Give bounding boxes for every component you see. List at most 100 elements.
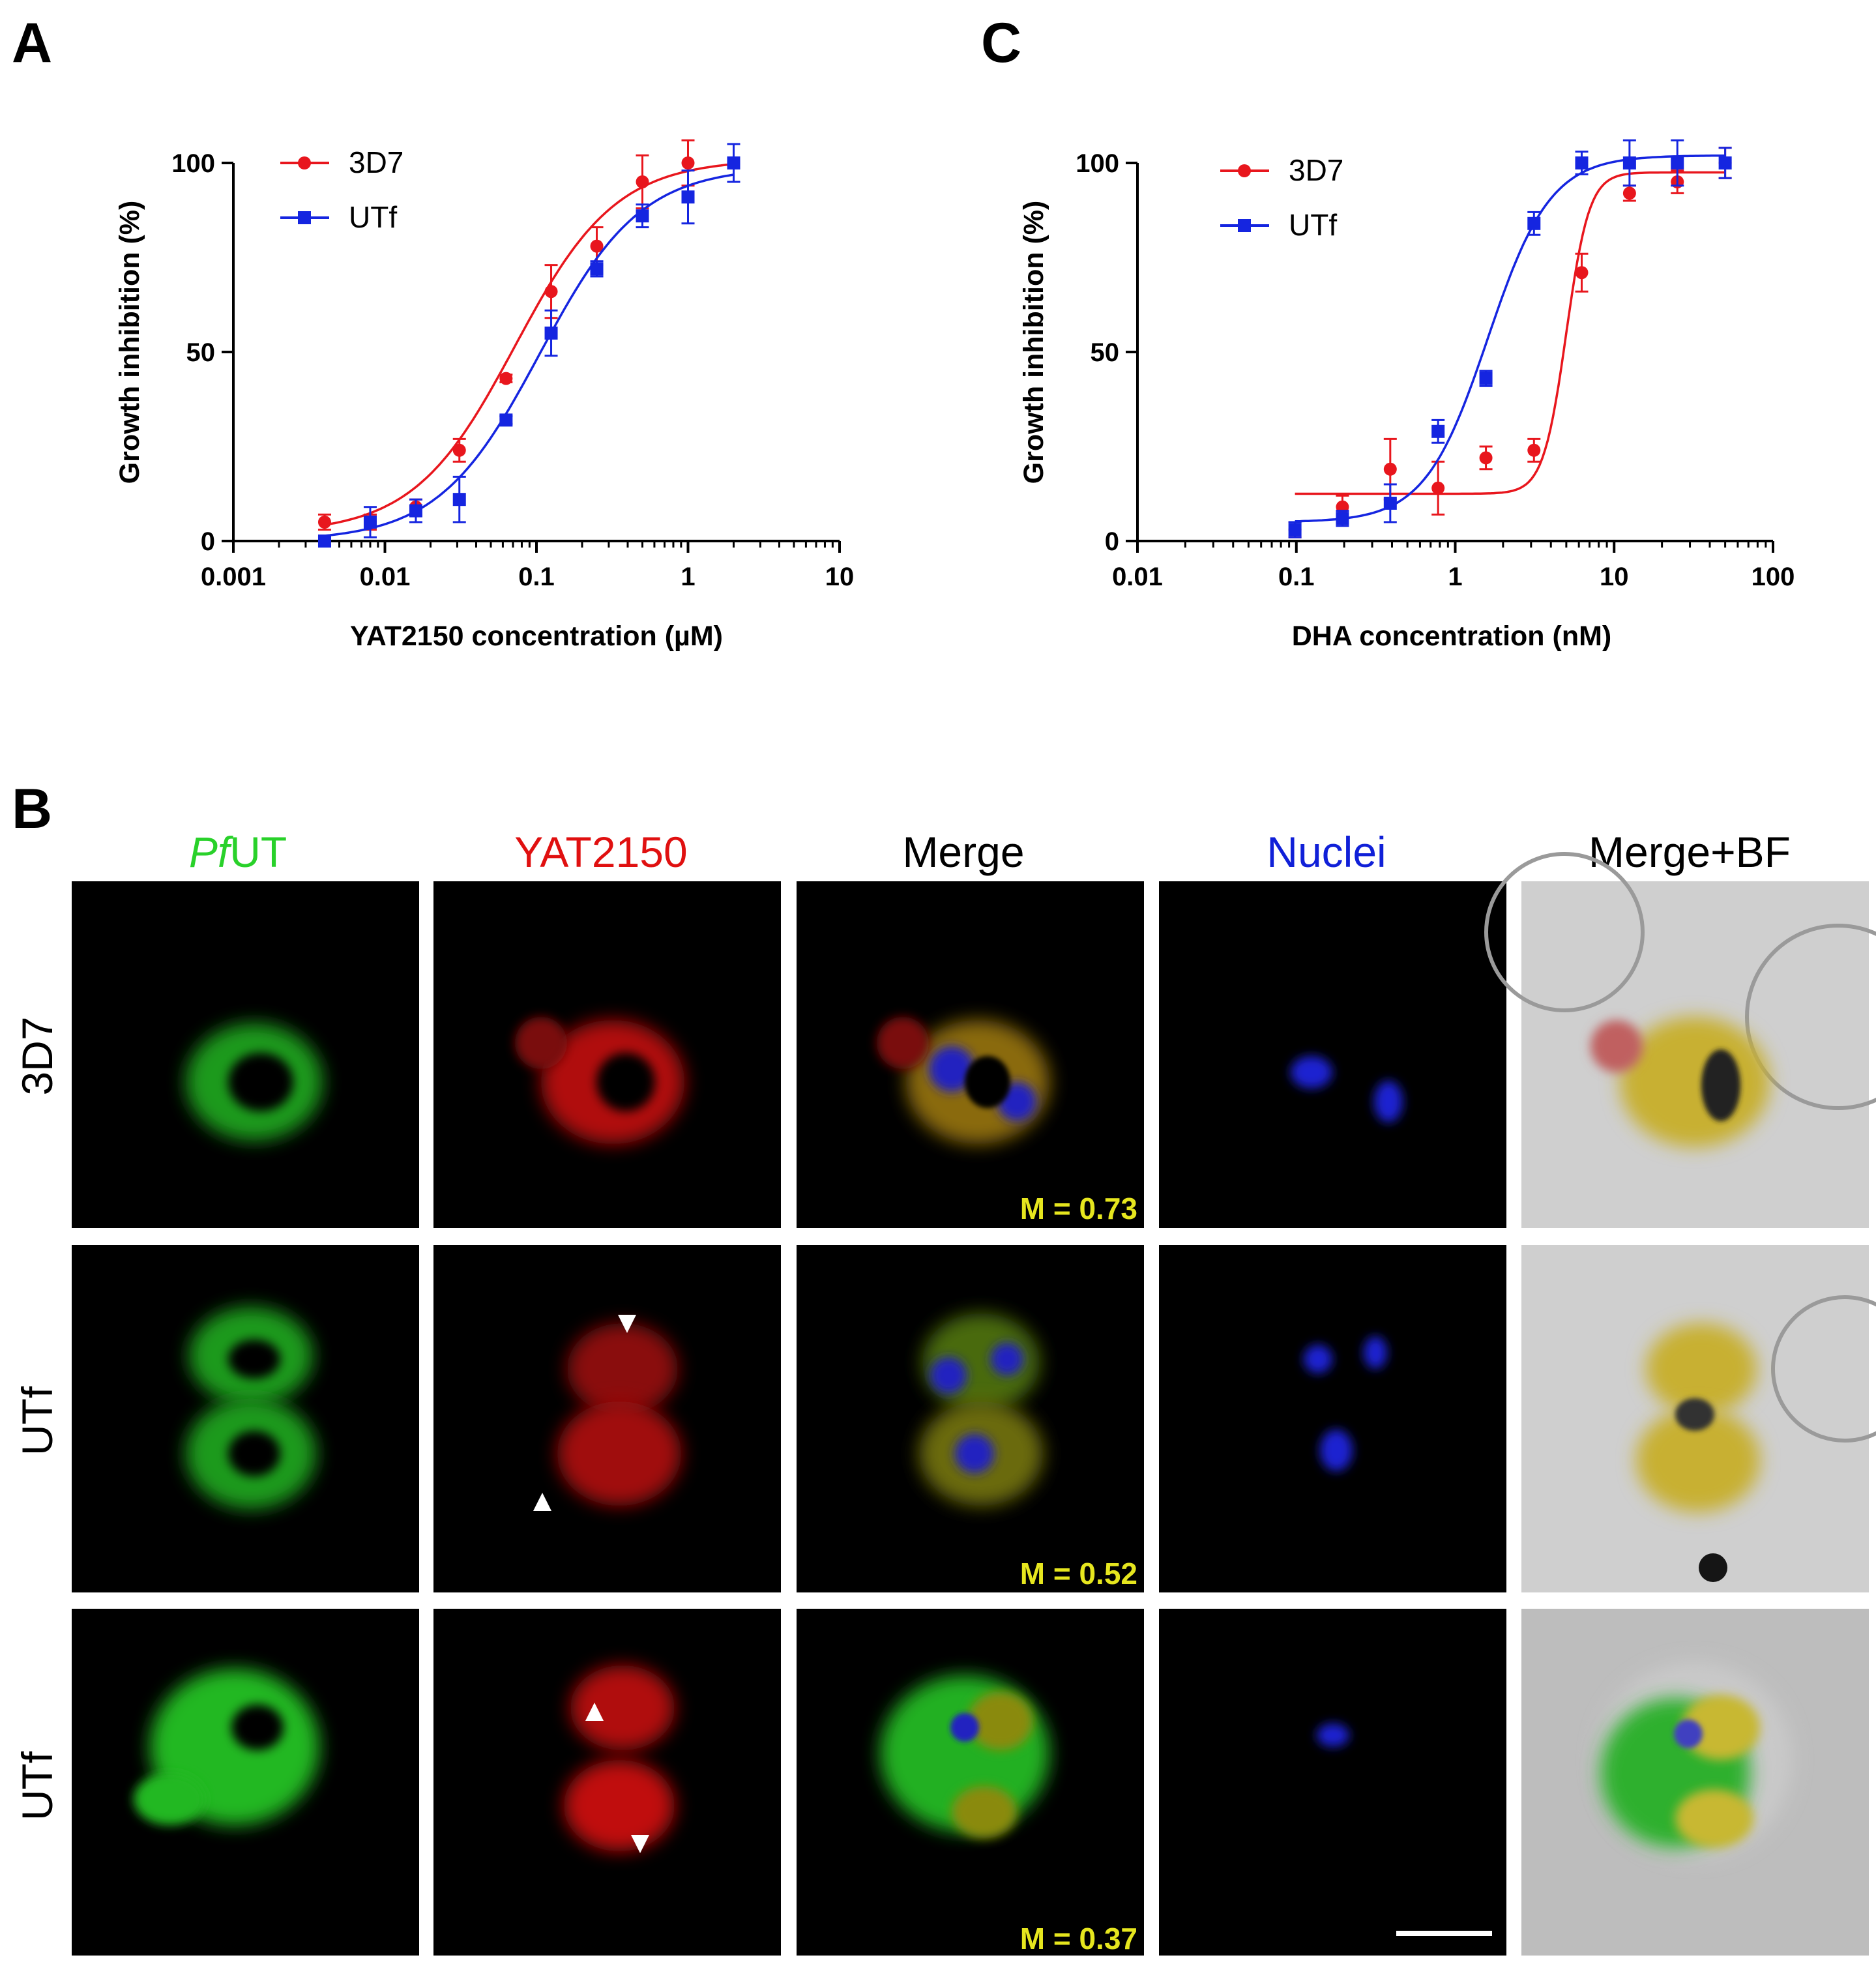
chart-a-point-utf (499, 413, 513, 427)
manders-row1: M = 0.73 (1020, 1192, 1137, 1225)
scale-bar (1396, 1931, 1492, 1936)
chart-c-legend-label-utf: UTf (1289, 208, 1337, 242)
col-header-yat2150: YAT2150 (514, 828, 687, 876)
chart-c-fit-3d7 (1295, 171, 1725, 495)
chart-a-point-utf (544, 327, 558, 340)
image-row3-yat2150 (433, 1609, 781, 1956)
chart-a-y-tick-label: 50 (186, 338, 216, 367)
bf-pigment (1699, 1553, 1727, 1582)
chart-a-y-tick-label: 100 (171, 149, 215, 178)
chart-a-legend-marker-utf (298, 211, 311, 224)
chart-a-xlabel: YAT2150 concentration (µM) (350, 621, 723, 652)
chart-a-point-3d7 (544, 285, 558, 299)
chart-a-x-tick-label: 10 (825, 563, 855, 591)
chart-c-y-tick-label: 100 (1076, 149, 1119, 178)
chart-a-x-tick-label: 1 (681, 563, 695, 591)
chart-a-point-utf (452, 493, 466, 506)
chart-c-point-utf (1288, 523, 1302, 536)
chart-a-x-tick-label: 0.1 (518, 563, 555, 591)
chart-c-point-3d7 (1575, 266, 1589, 280)
chart-c-x-tick-label: 1 (1448, 563, 1462, 591)
chart-a-fit-utf (324, 173, 734, 537)
chart-c-legend-marker-3d7 (1238, 164, 1251, 177)
chart-a-point-utf (590, 262, 604, 276)
panel-label-a: A (12, 12, 52, 74)
arrowhead-3 (585, 1703, 604, 1721)
row-label-1: 3D7 (13, 1016, 61, 1095)
image-row3-nuclei (1159, 1609, 1506, 1956)
image-row1-nuclei (1159, 881, 1506, 1228)
col-header-pfut-label: UT (229, 828, 287, 876)
chart-c-x-tick-label: 10 (1600, 563, 1629, 591)
image-row1-pfut (72, 881, 419, 1228)
chart-a: Growth inhibition (%) YAT2150 concentrat… (114, 139, 855, 652)
chart-a-point-3d7 (590, 239, 604, 253)
chart-c-point-utf (1671, 156, 1684, 169)
chart-a-x-tick-label: 0.001 (201, 563, 266, 591)
chart-c-x-tick-label: 100 (1751, 563, 1795, 591)
arrowhead-2 (533, 1493, 551, 1511)
col-header-merge-bf: Merge+BF (1589, 828, 1791, 876)
chart-c-fit-utf (1295, 154, 1725, 523)
chart-c-point-utf (1622, 156, 1636, 169)
chart-a-point-3d7 (499, 372, 513, 385)
chart-a-legend-label-utf: UTf (349, 200, 397, 234)
image-row2-pfut (72, 1245, 419, 1592)
chart-a-point-utf (727, 156, 740, 169)
image-row2-merge (797, 1245, 1144, 1592)
chart-a-ylabel: Growth inhibition (%) (114, 201, 145, 484)
image-row1-merge-bf (1484, 852, 1876, 1228)
col-header-merge: Merge (902, 828, 1024, 876)
image-row3-pfut (72, 1609, 419, 1956)
chart-c-legend-label-3d7: 3D7 (1289, 153, 1343, 187)
chart-a-point-3d7 (452, 443, 466, 457)
chart-a-legend-label-3d7: 3D7 (349, 145, 403, 179)
chart-a-legend-marker-3d7 (298, 156, 311, 169)
chart-a-point-3d7 (636, 175, 649, 188)
chart-c-point-utf (1479, 372, 1493, 385)
chart-a-point-utf (317, 535, 331, 548)
arrowhead-1 (618, 1315, 636, 1333)
chart-a-y-tick-label: 0 (201, 527, 215, 556)
chart-c-point-utf (1527, 216, 1541, 230)
col-header-pfut: PfUT (189, 828, 287, 876)
image-row1-yat2150 (433, 881, 781, 1228)
chart-c-x-tick-label: 0.1 (1278, 563, 1315, 591)
manders-row2: M = 0.52 (1020, 1557, 1137, 1590)
col-header-pfut-prefix: Pf (189, 828, 234, 876)
chart-c-point-3d7 (1622, 186, 1636, 200)
chart-c-point-utf (1431, 424, 1445, 438)
image-row3-merge-bf (1521, 1609, 1869, 1956)
micrograph-panel: PfUT YAT2150 Merge Nuclei Merge+BF 3D7 U… (13, 828, 1876, 1956)
chart-a-x-tick-label: 0.01 (360, 563, 411, 591)
image-row2-nuclei (1159, 1245, 1506, 1592)
panel-label-b: B (12, 778, 52, 840)
chart-a-point-utf (681, 190, 695, 204)
chart-c-point-3d7 (1527, 443, 1541, 457)
chart-a-fit-3d7 (324, 162, 734, 527)
chart-c-point-3d7 (1383, 462, 1397, 476)
manders-row3: M = 0.37 (1020, 1922, 1137, 1956)
chart-c-point-utf (1336, 512, 1349, 525)
chart-c-x-tick-label: 0.01 (1112, 563, 1163, 591)
chart-a-point-utf (636, 209, 649, 223)
chart-a-point-3d7 (681, 156, 695, 169)
col-header-nuclei: Nuclei (1267, 828, 1386, 876)
image-row1-merge (797, 881, 1144, 1228)
chart-c: Growth inhibition (%) DHA concentration … (1018, 139, 1795, 652)
row-label-3: UTf (13, 1751, 61, 1821)
row-label-2: UTf (13, 1386, 61, 1456)
chart-c-point-3d7 (1431, 481, 1445, 495)
chart-c-ylabel: Growth inhibition (%) (1018, 201, 1049, 484)
panel-label-c: C (981, 12, 1021, 74)
chart-c-point-utf (1718, 156, 1732, 169)
chart-a-point-3d7 (317, 516, 331, 529)
image-row2-merge-bf (1521, 1245, 1876, 1592)
chart-c-y-tick-label: 50 (1091, 338, 1120, 367)
chart-c-point-3d7 (1479, 451, 1493, 465)
chart-c-point-utf (1383, 497, 1397, 510)
chart-c-legend-marker-utf (1238, 219, 1251, 232)
image-row3-merge (797, 1609, 1144, 1956)
chart-c-xlabel: DHA concentration (nM) (1292, 621, 1612, 652)
